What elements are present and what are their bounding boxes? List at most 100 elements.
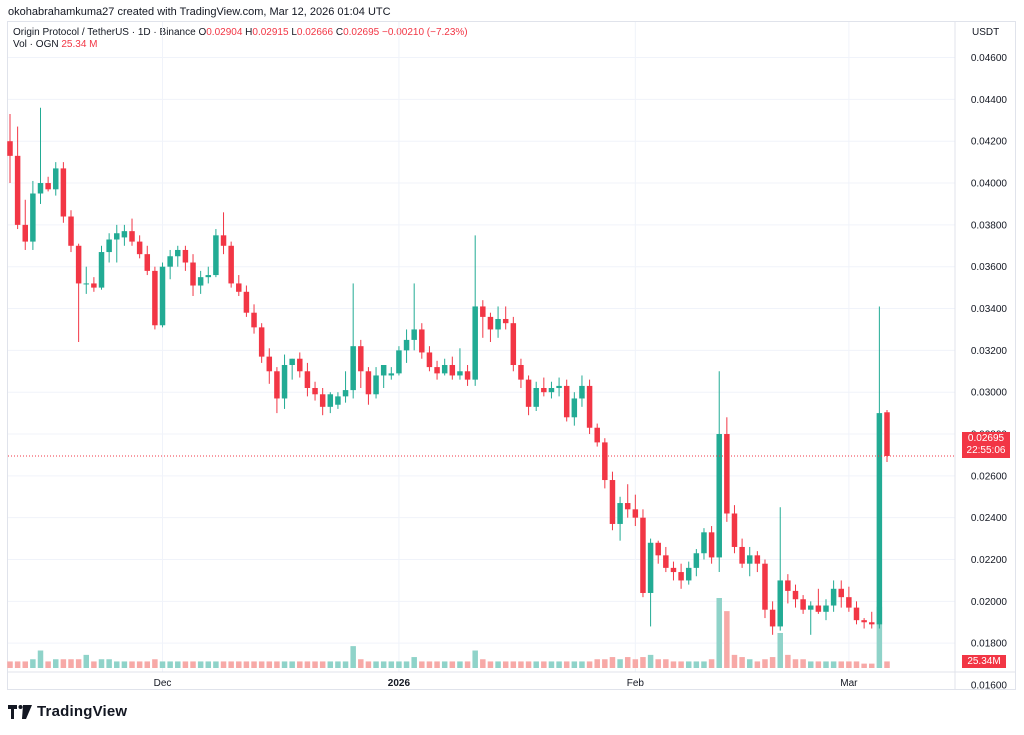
volume-bar [487,661,494,668]
volume-bar [457,661,463,668]
volume-bar [746,659,753,668]
candle-body [533,388,539,407]
candle-body [167,256,173,267]
volume-bar [152,659,158,668]
candle-body [457,371,463,376]
volume-value: 25.34 M [61,39,98,50]
volume-bar [213,661,219,668]
candle-body [487,316,494,330]
symbol-title[interactable]: Origin Protocol / TetherUS · 1D · Binanc… [13,27,196,38]
candle-body [228,245,234,284]
volume-bar [243,661,250,668]
candle-body [838,588,844,598]
high-value: 0.02915 [252,27,289,38]
volume-bar [701,661,707,668]
volume-bar [548,661,555,668]
candle-body [739,546,745,564]
volume-bar [22,661,28,668]
candle-body [304,371,311,389]
candle-body [792,590,799,600]
candle-body [258,327,265,357]
candle-body [327,394,334,407]
candle-body [777,580,783,627]
volume-bar [708,659,715,668]
chart-frame[interactable] [7,21,1016,690]
volume-bar [167,661,173,668]
volume-bar [777,633,783,668]
candle-body [609,480,616,524]
volume-bar [693,661,700,668]
candle-body [663,555,669,568]
volume-bar [274,661,280,668]
candle-body [152,270,158,326]
y-tick-label: 0.02200 [971,555,1008,566]
volume-bar [220,661,227,668]
candle-body [22,224,28,242]
candle-body [281,365,288,399]
volume-bar [678,661,684,668]
volume-bar [297,661,303,668]
close-value: 0.02695 [343,27,380,38]
tradingview-logo[interactable]: TradingView [8,703,127,720]
volume-bar [464,661,471,668]
candle-body [846,597,852,608]
volume-bar [617,659,623,668]
candle-body [121,231,128,238]
candle-body [541,388,547,393]
volume-bar [114,661,120,668]
y-tick-label: 0.01800 [971,639,1008,650]
volume-bar [159,661,166,668]
volume-bar [846,661,852,668]
volume-bar [853,661,860,668]
candle-body [197,277,204,286]
volume-bar [37,650,44,668]
y-tick-label: 0.02600 [971,471,1008,482]
volume-bar [838,661,844,668]
candle-body [129,231,135,242]
volume-bar [434,661,440,668]
volume-bar [98,659,105,668]
candle-body [701,532,707,554]
volume-bar [441,661,448,668]
y-tick-label: 0.02400 [971,513,1008,524]
candle-body [670,567,677,573]
candle-body [807,605,814,610]
candle-body [754,555,761,564]
candle-body [640,517,646,593]
high-label: H [245,27,253,38]
last-price-value: 0.02695 [967,433,1005,444]
volume-bar [182,661,189,668]
brand-name: TradingView [37,703,128,720]
volume-bar [823,661,829,668]
volume-bar [579,661,585,668]
candle-body [98,252,105,288]
volume-bar [258,661,265,668]
candle-body [655,542,661,556]
candle-body [594,427,600,443]
candle-body [571,398,578,418]
volume-label[interactable]: Vol · OGN [13,39,59,50]
volume-bar [419,661,425,668]
candle-body [861,620,867,623]
candle-body [159,266,166,326]
volume-bar [685,661,692,668]
volume-bar [327,661,334,668]
y-tick-label: 0.01600 [971,681,1008,692]
last-volume-badge: 25.34M [962,655,1006,668]
volume-bar [289,661,295,668]
candle-body [708,532,715,558]
volume-bar [640,657,646,668]
currency-unit-label[interactable]: USDT [972,27,1000,38]
volume-bar [304,661,311,668]
volume-bar [533,661,539,668]
y-tick-label: 0.03600 [971,262,1008,273]
candle-body [114,233,120,240]
candle-body [441,365,448,374]
candle-body [495,318,501,330]
candle-body [556,385,562,389]
volume-bar [175,661,181,668]
candle-body [769,609,776,627]
ohlc-legend: Origin Protocol / TetherUS · 1D · Binanc… [13,26,468,39]
candle-body [464,371,471,380]
